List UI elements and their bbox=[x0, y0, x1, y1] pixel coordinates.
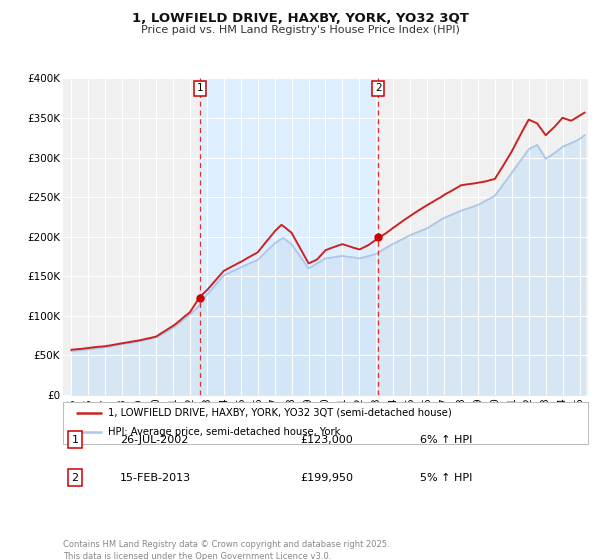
Text: 2: 2 bbox=[375, 83, 382, 93]
Text: 1: 1 bbox=[196, 83, 203, 93]
Text: Price paid vs. HM Land Registry's House Price Index (HPI): Price paid vs. HM Land Registry's House … bbox=[140, 25, 460, 35]
Bar bbox=[200, 78, 379, 395]
Text: 2: 2 bbox=[71, 473, 79, 483]
Text: 26-JUL-2002: 26-JUL-2002 bbox=[120, 435, 188, 445]
Text: Contains HM Land Registry data © Crown copyright and database right 2025.
This d: Contains HM Land Registry data © Crown c… bbox=[63, 540, 389, 560]
Text: 6% ↑ HPI: 6% ↑ HPI bbox=[420, 435, 472, 445]
Text: £123,000: £123,000 bbox=[300, 435, 353, 445]
Text: HPI: Average price, semi-detached house, York: HPI: Average price, semi-detached house,… bbox=[107, 427, 340, 437]
Text: 1, LOWFIELD DRIVE, HAXBY, YORK, YO32 3QT: 1, LOWFIELD DRIVE, HAXBY, YORK, YO32 3QT bbox=[131, 12, 469, 25]
Text: 5% ↑ HPI: 5% ↑ HPI bbox=[420, 473, 472, 483]
Text: 1: 1 bbox=[71, 435, 79, 445]
Text: £199,950: £199,950 bbox=[300, 473, 353, 483]
Text: 15-FEB-2013: 15-FEB-2013 bbox=[120, 473, 191, 483]
Text: 1, LOWFIELD DRIVE, HAXBY, YORK, YO32 3QT (semi-detached house): 1, LOWFIELD DRIVE, HAXBY, YORK, YO32 3QT… bbox=[107, 408, 451, 418]
